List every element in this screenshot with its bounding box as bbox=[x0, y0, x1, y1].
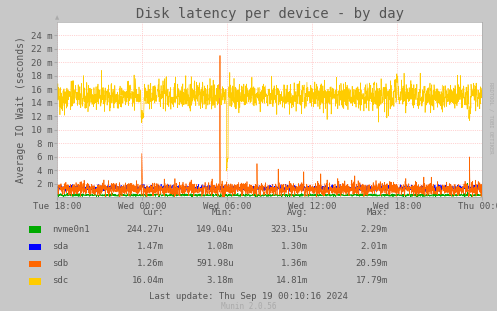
Text: sdb: sdb bbox=[52, 259, 68, 268]
Text: nvme0n1: nvme0n1 bbox=[52, 225, 90, 234]
Text: ▲: ▲ bbox=[55, 15, 59, 20]
Text: 17.79m: 17.79m bbox=[355, 276, 388, 285]
Text: Last update: Thu Sep 19 00:10:16 2024: Last update: Thu Sep 19 00:10:16 2024 bbox=[149, 291, 348, 300]
Text: 1.30m: 1.30m bbox=[281, 242, 308, 251]
Text: Cur:: Cur: bbox=[143, 207, 164, 216]
Text: 20.59m: 20.59m bbox=[355, 259, 388, 268]
Text: Max:: Max: bbox=[366, 207, 388, 216]
Text: 1.26m: 1.26m bbox=[137, 259, 164, 268]
Text: 2.29m: 2.29m bbox=[361, 225, 388, 234]
Y-axis label: Average IO Wait (seconds): Average IO Wait (seconds) bbox=[16, 36, 26, 183]
Text: 323.15u: 323.15u bbox=[270, 225, 308, 234]
Text: sdc: sdc bbox=[52, 276, 68, 285]
Text: 591.98u: 591.98u bbox=[196, 259, 234, 268]
Text: 149.04u: 149.04u bbox=[196, 225, 234, 234]
Text: 1.36m: 1.36m bbox=[281, 259, 308, 268]
Text: Min:: Min: bbox=[212, 207, 234, 216]
Text: RRDTOOL / TOBI OETIKER: RRDTOOL / TOBI OETIKER bbox=[489, 82, 494, 154]
Text: 2.01m: 2.01m bbox=[361, 242, 388, 251]
Text: Munin 2.0.56: Munin 2.0.56 bbox=[221, 301, 276, 310]
Text: 244.27u: 244.27u bbox=[126, 225, 164, 234]
Text: Avg:: Avg: bbox=[287, 207, 308, 216]
Title: Disk latency per device - by day: Disk latency per device - by day bbox=[136, 7, 404, 21]
Text: 14.81m: 14.81m bbox=[276, 276, 308, 285]
Text: sda: sda bbox=[52, 242, 68, 251]
Text: 3.18m: 3.18m bbox=[207, 276, 234, 285]
Text: 1.47m: 1.47m bbox=[137, 242, 164, 251]
Text: 16.04m: 16.04m bbox=[132, 276, 164, 285]
Text: 1.08m: 1.08m bbox=[207, 242, 234, 251]
